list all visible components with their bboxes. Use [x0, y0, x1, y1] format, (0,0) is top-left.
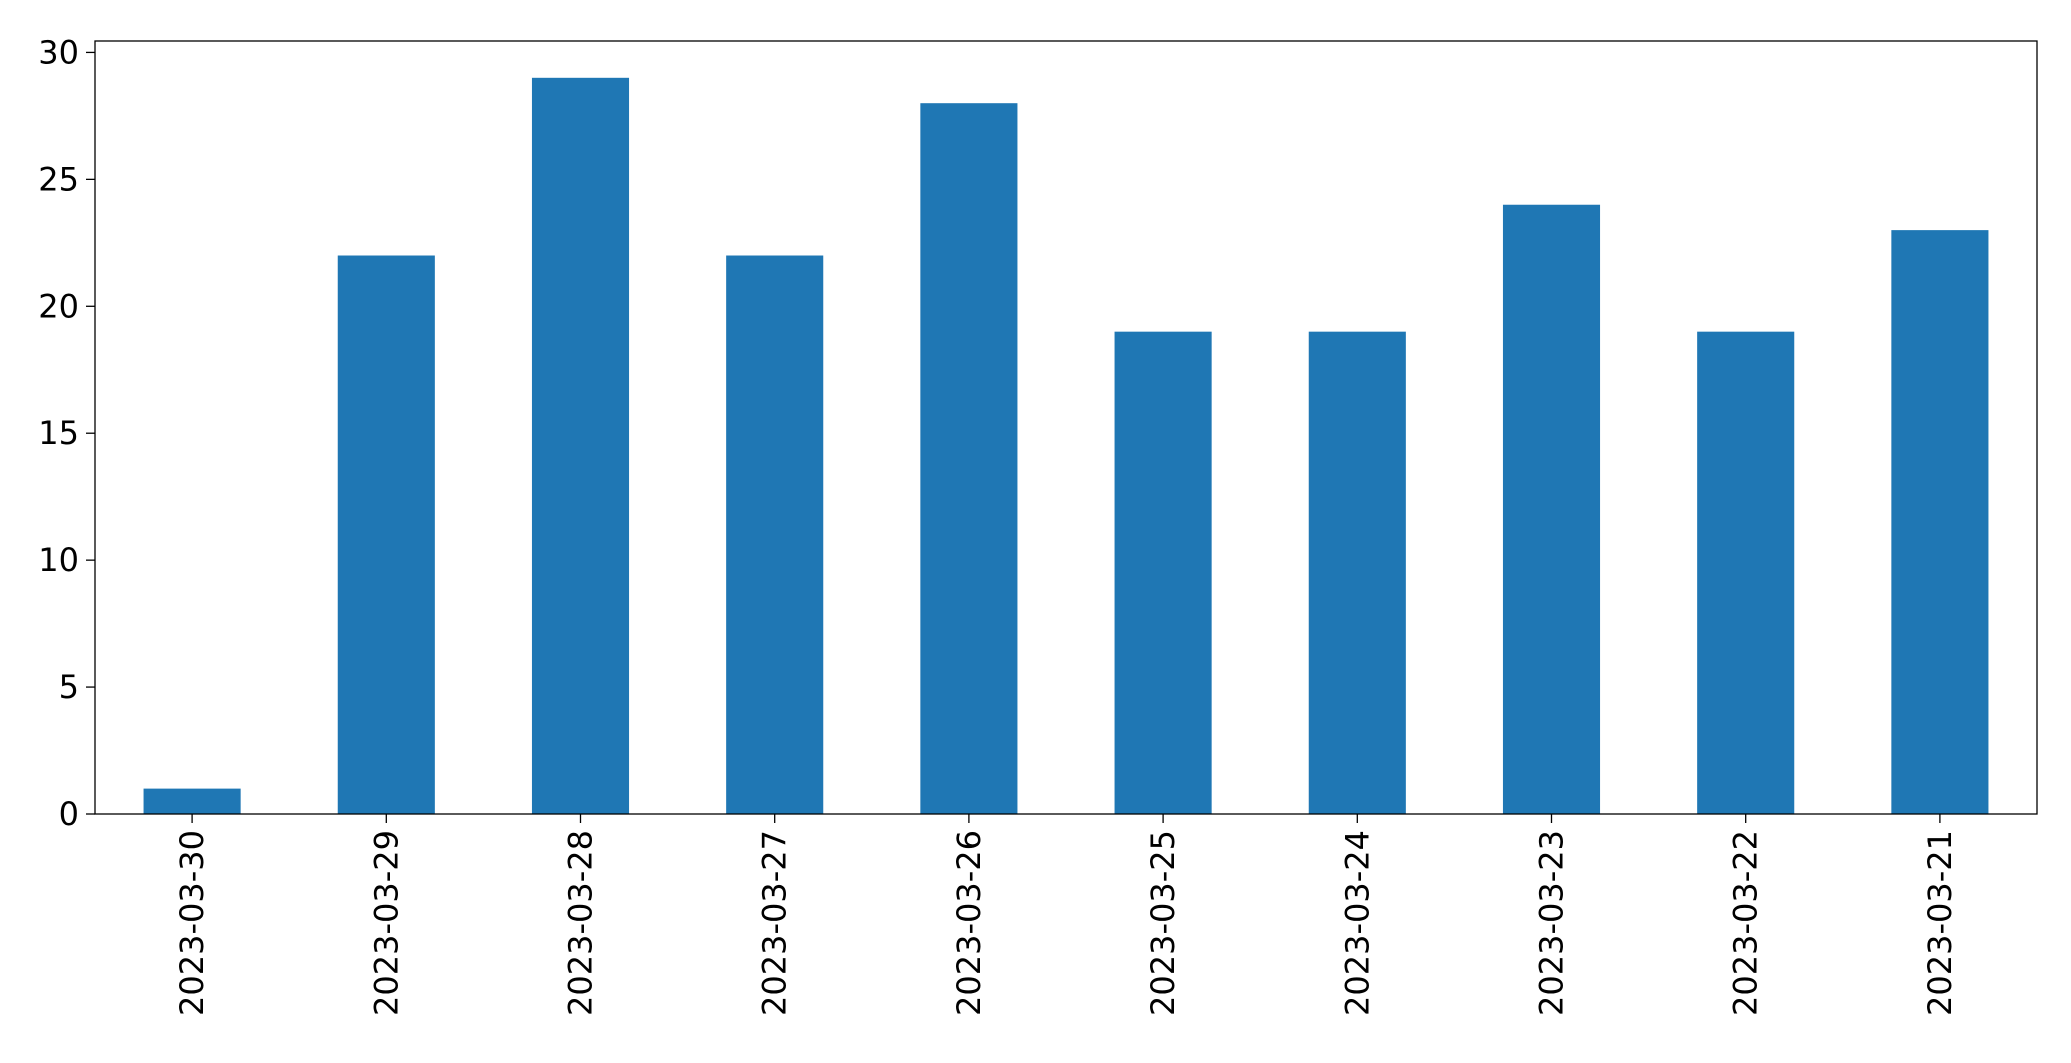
- x-tick-label: 2023-03-29: [367, 830, 405, 1016]
- y-tick-label: 0: [59, 795, 79, 833]
- bar: [1697, 331, 1795, 814]
- y-tick-label: 25: [38, 160, 79, 198]
- bar: [531, 77, 630, 815]
- bar: [920, 103, 1018, 814]
- x-tick-label: 2023-03-24: [1338, 830, 1376, 1016]
- y-tick-label: 15: [38, 414, 79, 452]
- bar: [1891, 230, 1989, 814]
- bar: [337, 255, 435, 814]
- bar: [143, 788, 241, 814]
- bar: [1502, 204, 1601, 815]
- x-tick-label: 2023-03-28: [562, 830, 600, 1016]
- y-tick-label: 10: [38, 541, 79, 579]
- bar: [1308, 331, 1406, 814]
- x-tick-label: 2023-03-21: [1921, 830, 1959, 1016]
- x-tick-label: 2023-03-26: [950, 830, 988, 1016]
- x-tick-label: 2023-03-27: [756, 830, 794, 1016]
- bar: [1114, 331, 1212, 814]
- bar: [726, 255, 824, 814]
- y-tick-label: 30: [38, 33, 79, 71]
- x-tick-label: 2023-03-23: [1533, 830, 1571, 1016]
- x-tick-label: 2023-03-30: [173, 830, 211, 1016]
- x-tick-label: 2023-03-25: [1144, 830, 1182, 1016]
- plot-frame: [94, 40, 2038, 815]
- y-tick-label: 20: [38, 287, 79, 325]
- y-tick-label: 5: [59, 668, 79, 706]
- x-tick-label: 2023-03-22: [1727, 830, 1765, 1016]
